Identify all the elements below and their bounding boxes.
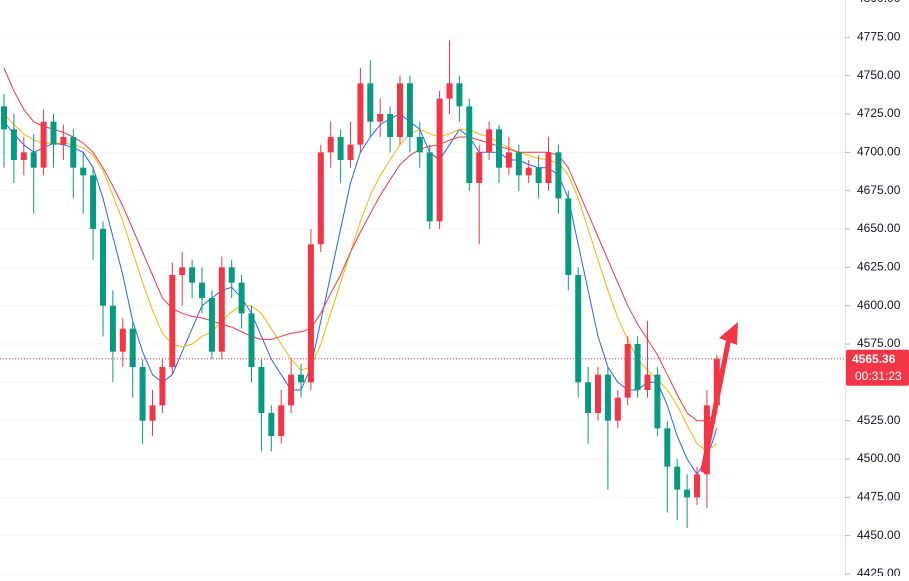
candle-body bbox=[248, 313, 255, 367]
candle-body bbox=[387, 114, 394, 137]
candle-body bbox=[614, 397, 621, 421]
candle-body bbox=[337, 137, 344, 160]
candle-body bbox=[694, 474, 700, 498]
price-tag bbox=[846, 349, 909, 386]
candle-body bbox=[585, 382, 592, 413]
candle-body bbox=[525, 167, 532, 176]
y-tick-label: 4775.00 bbox=[857, 30, 901, 44]
candle-body bbox=[317, 152, 324, 245]
candle-body bbox=[258, 367, 265, 413]
candle-body bbox=[515, 152, 522, 176]
y-tick-label: 4425.00 bbox=[857, 566, 901, 576]
candle-body bbox=[208, 298, 215, 352]
candle-body bbox=[426, 152, 433, 222]
y-tick-label: 4700.00 bbox=[857, 145, 901, 159]
candle-body bbox=[357, 83, 364, 145]
candle-body bbox=[40, 121, 47, 168]
candle-body bbox=[367, 83, 374, 122]
candle-body bbox=[456, 83, 463, 107]
candle-body bbox=[327, 137, 334, 153]
candle-body bbox=[555, 152, 562, 199]
candle-body bbox=[674, 466, 681, 490]
candle-body bbox=[1, 106, 7, 130]
candle-body bbox=[199, 282, 205, 298]
y-tick-label: 4500.00 bbox=[857, 451, 901, 465]
candle-body bbox=[377, 114, 384, 122]
candle-body bbox=[298, 374, 304, 383]
candle-body bbox=[466, 106, 473, 183]
candle-body bbox=[159, 367, 166, 406]
candle-body bbox=[505, 152, 512, 168]
candle-body bbox=[406, 83, 413, 137]
candle-body bbox=[397, 83, 403, 137]
candle-body bbox=[218, 267, 225, 352]
candle-body bbox=[644, 374, 651, 390]
candle-body bbox=[228, 267, 235, 283]
candle-body bbox=[446, 83, 453, 99]
candle-body bbox=[634, 344, 641, 390]
candle-body bbox=[30, 152, 37, 168]
candle-body bbox=[664, 428, 671, 467]
candle-body bbox=[80, 167, 87, 176]
y-tick-label: 4675.00 bbox=[857, 183, 901, 197]
moving-average bbox=[3, 67, 718, 422]
candle-body bbox=[288, 374, 295, 406]
candle-body bbox=[20, 152, 27, 160]
candle-body bbox=[139, 367, 146, 421]
candle-body bbox=[713, 358, 720, 406]
candle-body bbox=[684, 489, 691, 498]
y-tick-label: 4725.00 bbox=[857, 106, 901, 120]
candle-body bbox=[624, 344, 631, 398]
candle-body bbox=[238, 282, 245, 314]
candle-body bbox=[50, 121, 57, 145]
candle-body bbox=[416, 137, 423, 153]
candle-body bbox=[109, 305, 116, 352]
candle-body bbox=[189, 267, 196, 283]
candle-body bbox=[268, 413, 275, 436]
candle-body bbox=[575, 275, 582, 383]
y-tick-label: 4625.00 bbox=[857, 260, 901, 274]
candle-body bbox=[436, 98, 443, 222]
y-tick-label: 4800.00 bbox=[857, 0, 901, 5]
candle-body bbox=[486, 129, 493, 153]
candle-body bbox=[535, 167, 542, 183]
candle-body bbox=[179, 267, 186, 275]
candle-body bbox=[476, 152, 483, 183]
y-tick-label: 4475.00 bbox=[857, 490, 901, 504]
candle-body bbox=[545, 152, 552, 183]
candle-body bbox=[604, 374, 611, 421]
candle-body bbox=[70, 137, 77, 168]
candle-body bbox=[278, 405, 285, 436]
candle-body bbox=[347, 144, 354, 160]
candle-body bbox=[100, 229, 106, 306]
y-tick-label: 4450.00 bbox=[857, 528, 901, 542]
candle-body bbox=[149, 405, 156, 421]
y-tick-label: 4575.00 bbox=[857, 336, 901, 350]
candle-body bbox=[129, 328, 136, 367]
candle-body bbox=[307, 244, 314, 383]
y-tick-label: 4750.00 bbox=[857, 68, 901, 82]
candle-body bbox=[565, 198, 572, 275]
candle-body bbox=[10, 129, 17, 160]
moving-average bbox=[3, 113, 718, 452]
y-tick-label: 4600.00 bbox=[857, 298, 901, 312]
trend-arrow-head bbox=[719, 322, 738, 345]
countdown-label: 00:31:23 bbox=[855, 369, 902, 383]
y-tick-label: 4650.00 bbox=[857, 221, 901, 235]
candle-body bbox=[60, 137, 67, 145]
trend-arrow bbox=[700, 335, 732, 473]
candle-body bbox=[595, 374, 601, 413]
candle-body bbox=[496, 129, 502, 168]
candle-body bbox=[90, 175, 97, 229]
candle-body bbox=[169, 275, 176, 367]
candle-body bbox=[119, 328, 126, 352]
last-price-label: 4565.36 bbox=[852, 352, 896, 366]
candle-body bbox=[654, 374, 661, 429]
y-tick-label: 4525.00 bbox=[857, 413, 901, 427]
